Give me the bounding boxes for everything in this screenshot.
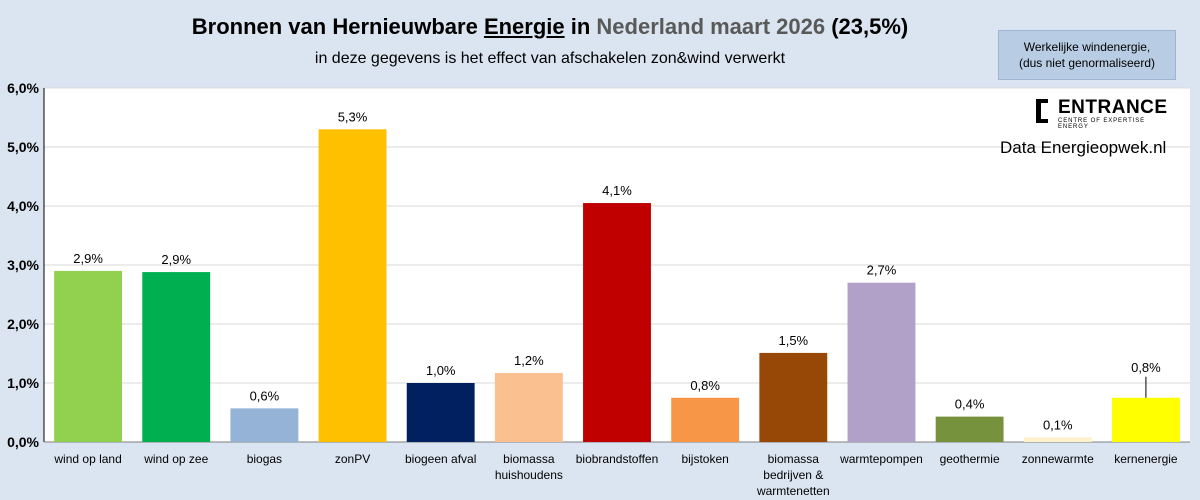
bar — [847, 282, 916, 442]
bar — [318, 129, 387, 443]
title-part-1: Bronnen van Hernieuwbare — [191, 14, 484, 39]
bar — [494, 372, 563, 442]
bar — [759, 352, 828, 442]
entrance-logo: ENTRANCE CENTRE OF EXPERTISE ENERGY — [1036, 97, 1178, 130]
data-label: 0,8% — [690, 378, 720, 393]
bar — [142, 272, 211, 442]
category-label: warmtepompen — [839, 452, 923, 466]
bar — [1111, 397, 1180, 442]
y-tick-label: 1,0% — [7, 375, 39, 391]
y-tick-label: 4,0% — [7, 198, 39, 214]
data-source: Data Energieopwek.nl — [1000, 138, 1167, 157]
title-part-energie: Energie — [483, 14, 565, 39]
y-tick-label: 6,0% — [7, 80, 39, 96]
bar — [54, 270, 123, 442]
data-label: 0,8% — [1131, 360, 1161, 375]
chart-title: Bronnen van Hernieuwbare Energie in Nede… — [0, 14, 1100, 40]
bar — [406, 383, 475, 442]
bar — [935, 416, 1004, 442]
bar — [583, 203, 651, 442]
category-label: wind op zee — [143, 452, 208, 466]
note-line-2: (dus niet genormaliseerd) — [1018, 56, 1156, 70]
category-label: biogas — [247, 452, 282, 466]
data-label: 2,9% — [161, 252, 191, 267]
category-label: huishoudens — [495, 468, 563, 482]
bar — [230, 408, 299, 442]
chart-subtitle: in deze gegevens is het effect van afsch… — [314, 50, 786, 67]
bar — [1023, 437, 1092, 442]
data-label: 2,9% — [73, 251, 103, 266]
data-label: 5,3% — [338, 109, 368, 124]
bar — [671, 397, 740, 442]
data-label: 0,4% — [955, 397, 985, 412]
note-line-1: Werkelijke windenergie, — [1023, 40, 1151, 54]
category-label: warmtenetten — [756, 484, 830, 498]
note-box: Werkelijke windenergie, (dus niet genorm… — [998, 30, 1176, 80]
y-tick-label: 5,0% — [7, 139, 39, 155]
title-part-3: in — [564, 14, 597, 39]
y-tick-label: 3,0% — [7, 257, 39, 273]
y-tick-label: 0,0% — [7, 434, 39, 450]
category-label: biomassa — [768, 452, 820, 466]
data-label: 1,0% — [426, 363, 456, 378]
title-part-country-date: Nederland maart 2026 — [596, 14, 826, 39]
logo-name: ENTRANCE — [1058, 97, 1168, 118]
category-label: biomassa — [503, 452, 555, 466]
data-label: 1,5% — [778, 333, 808, 348]
category-label: wind op land — [53, 452, 121, 466]
data-label: 4,1% — [602, 183, 632, 198]
category-label: biobrandstoffen — [576, 452, 659, 466]
entrance-logo-icon — [1036, 99, 1048, 123]
category-label: bedrijven & — [763, 468, 823, 482]
logo-tagline: CENTRE OF EXPERTISE ENERGY — [1058, 118, 1146, 130]
category-label: kernenergie — [1114, 452, 1178, 466]
category-label: zonPV — [335, 452, 370, 466]
category-label: biogeen afval — [405, 452, 476, 466]
data-label: 2,7% — [867, 263, 897, 278]
data-label: 0,1% — [1043, 417, 1073, 432]
category-label: geothermie — [940, 452, 1000, 466]
y-tick-label: 2,0% — [7, 316, 39, 332]
category-label: zonnewarmte — [1022, 452, 1094, 466]
category-label: bijstoken — [681, 452, 728, 466]
data-label: 0,6% — [250, 388, 280, 403]
title-part-total: (23,5%) — [825, 14, 909, 39]
data-label: 1,2% — [514, 353, 544, 368]
